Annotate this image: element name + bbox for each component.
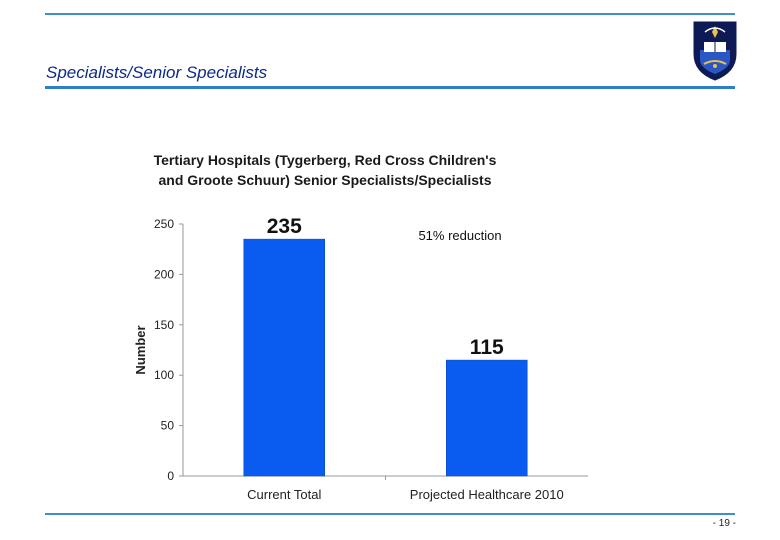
chart-title: Tertiary Hospitals (Tygerberg, Red Cross… xyxy=(100,150,550,190)
bar xyxy=(243,238,325,477)
university-crest-icon xyxy=(693,21,737,81)
y-tick-label: 50 xyxy=(161,419,175,433)
y-tick-label: 150 xyxy=(154,318,174,332)
y-tick-label: 0 xyxy=(167,469,174,483)
slide-title: Specialists/Senior Specialists xyxy=(46,63,268,82)
page-number: - 19 - xyxy=(712,518,736,529)
y-tick-label: 250 xyxy=(154,217,174,231)
y-tick-label: 200 xyxy=(154,267,174,281)
chart-title-line-1: Tertiary Hospitals (Tygerberg, Red Cross… xyxy=(153,152,497,168)
x-category-label: Current Total xyxy=(247,487,321,502)
bar xyxy=(446,359,528,477)
bar-data-label: 235 xyxy=(267,215,302,238)
x-category-label: Projected Healthcare 2010 xyxy=(410,487,564,502)
y-tick-label: 100 xyxy=(154,368,174,382)
title-rule xyxy=(45,86,735,89)
y-axis-label: Number xyxy=(133,325,148,374)
bar-data-label: 115 xyxy=(470,336,504,359)
top-rule xyxy=(45,13,735,15)
reduction-annotation: 51% reduction xyxy=(418,228,501,243)
chart-title-line-2: and Groote Schuur) Senior Specialists/Sp… xyxy=(158,172,492,188)
bottom-rule xyxy=(45,513,735,515)
